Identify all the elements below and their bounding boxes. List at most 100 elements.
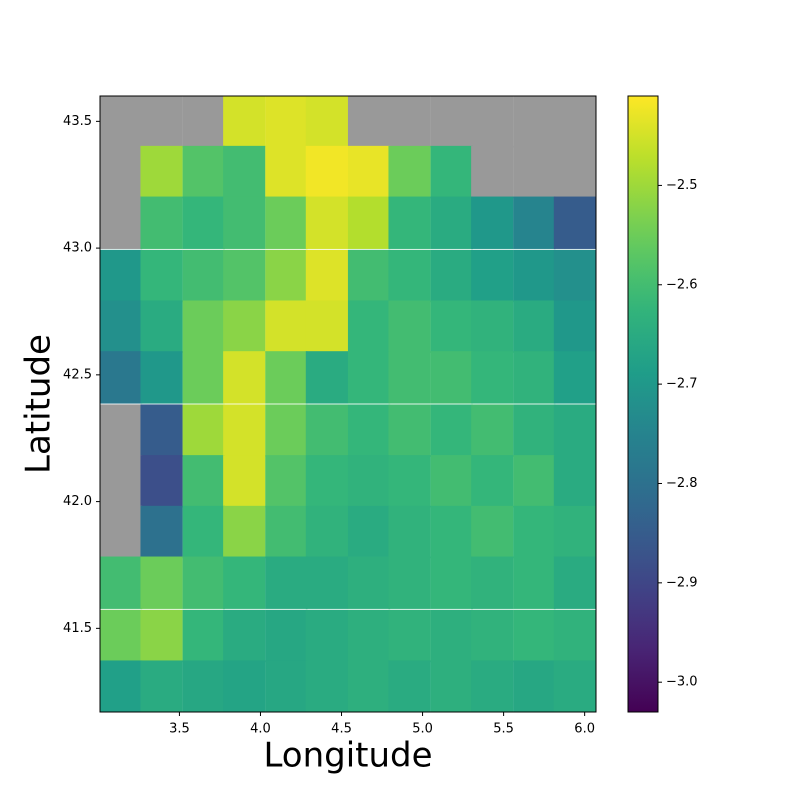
heat-cell xyxy=(553,300,596,353)
land-cell xyxy=(471,96,514,148)
land-cell xyxy=(140,96,183,148)
heat-cell xyxy=(430,505,473,559)
heat-cell xyxy=(471,249,514,303)
heat-cell xyxy=(182,249,225,303)
x-tick-label: 4.0 xyxy=(250,722,271,737)
heat-cell xyxy=(265,145,308,199)
land-cell xyxy=(430,96,473,148)
heat-cell xyxy=(223,96,266,148)
land-cell xyxy=(100,145,143,199)
heat-cell xyxy=(223,404,266,457)
heat-cell xyxy=(265,96,308,148)
y-tick-label: 42.0 xyxy=(63,494,92,509)
land-cell xyxy=(182,96,225,148)
colorbar-tick-label: −3.0 xyxy=(666,675,698,690)
heat-cell xyxy=(388,609,431,663)
heat-cell xyxy=(513,660,556,712)
heat-cell xyxy=(182,609,225,663)
heat-cell xyxy=(513,505,556,559)
heat-cell xyxy=(140,351,183,404)
land-cell xyxy=(388,96,431,148)
x-tick-label: 5.5 xyxy=(493,722,514,737)
heat-cell xyxy=(305,455,349,508)
heat-cell xyxy=(388,556,431,609)
heat-cell xyxy=(513,196,556,249)
heat-cell xyxy=(223,505,266,559)
land-cell xyxy=(100,404,143,457)
y-tick-label: 43.0 xyxy=(63,241,92,256)
heat-cell xyxy=(471,404,514,457)
colorbar-tick-label: −2.9 xyxy=(666,575,698,590)
heat-cell xyxy=(100,300,143,353)
heat-cell xyxy=(347,609,391,663)
heat-cell xyxy=(471,609,514,663)
heat-cell xyxy=(513,249,556,303)
colorbar-tick-label: −2.5 xyxy=(666,178,698,193)
heat-cell xyxy=(388,404,431,457)
heat-cell xyxy=(553,249,596,303)
heat-cell xyxy=(388,660,431,712)
heat-cell xyxy=(513,609,556,663)
heat-cell xyxy=(553,556,596,609)
heat-cell xyxy=(305,404,349,457)
heat-cell xyxy=(471,660,514,712)
heat-cell xyxy=(182,505,225,559)
heat-cell xyxy=(140,145,183,199)
land-cell xyxy=(513,145,556,199)
heat-cell xyxy=(388,455,431,508)
heat-cell xyxy=(347,556,391,609)
heat-cell xyxy=(471,300,514,353)
heat-cell xyxy=(100,249,143,303)
land-cell xyxy=(471,145,514,199)
heat-cell xyxy=(305,505,349,559)
x-tick-label: 6.0 xyxy=(574,722,595,737)
heatmap-cells xyxy=(100,96,596,712)
heat-cell xyxy=(223,455,266,508)
heat-cell xyxy=(265,609,308,663)
heat-cell xyxy=(347,660,391,712)
heat-cell xyxy=(265,505,308,559)
heat-cell xyxy=(347,455,391,508)
heat-cell xyxy=(347,505,391,559)
land-cell xyxy=(553,145,596,199)
colorbar xyxy=(627,95,659,713)
heat-cell xyxy=(513,351,556,404)
heat-cell xyxy=(100,351,143,404)
heat-cell xyxy=(223,196,266,249)
land-cell xyxy=(513,96,556,148)
heat-cell xyxy=(553,351,596,404)
heat-cell xyxy=(513,556,556,609)
heat-cell xyxy=(347,249,391,303)
heat-cell xyxy=(553,505,596,559)
colorbar-tick-label: −2.6 xyxy=(666,277,698,292)
heat-cell xyxy=(430,556,473,609)
heat-cell xyxy=(140,660,183,712)
heat-cell xyxy=(305,300,349,353)
heat-cell xyxy=(430,351,473,404)
heat-cell xyxy=(140,609,183,663)
heat-cell xyxy=(430,660,473,712)
heat-cell xyxy=(430,249,473,303)
heat-cell xyxy=(430,455,473,508)
heat-cell xyxy=(140,196,183,249)
land-cell xyxy=(100,96,143,148)
heat-cell xyxy=(347,196,391,249)
heat-cell xyxy=(223,300,266,353)
heat-cell xyxy=(265,556,308,609)
heat-cell xyxy=(265,196,308,249)
heat-cell xyxy=(305,96,349,148)
heat-cell xyxy=(553,196,596,249)
heat-cell xyxy=(305,556,349,609)
heat-cell xyxy=(140,455,183,508)
heat-cell xyxy=(182,145,225,199)
heat-cell xyxy=(430,609,473,663)
colorbar-tick-label: −2.7 xyxy=(666,377,698,392)
plot-frame xyxy=(99,95,597,713)
heat-cell xyxy=(223,145,266,199)
heat-cell xyxy=(140,300,183,353)
heat-cell xyxy=(100,609,143,663)
x-tick-label: 5.0 xyxy=(412,722,433,737)
land-cell xyxy=(100,505,143,559)
heat-cell xyxy=(553,455,596,508)
x-axis-label: Longitude xyxy=(263,736,432,776)
